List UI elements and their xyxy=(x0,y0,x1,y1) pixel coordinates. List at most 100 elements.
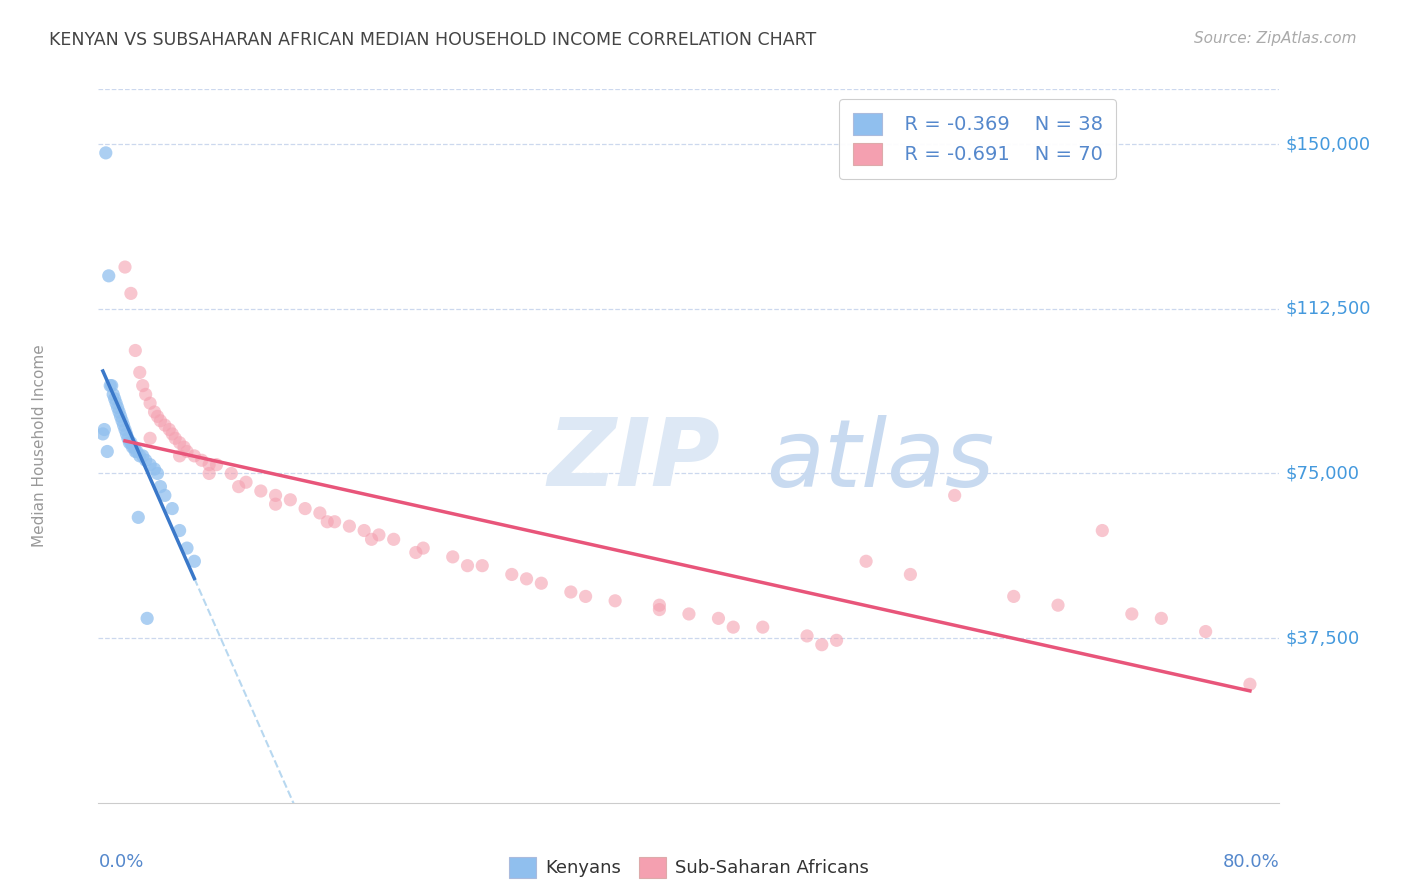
Point xyxy=(382,533,405,547)
Point xyxy=(91,426,114,441)
Point xyxy=(294,501,316,516)
Point xyxy=(574,590,596,604)
Point xyxy=(250,483,273,498)
Point xyxy=(219,467,242,481)
Text: 80.0%: 80.0% xyxy=(1223,853,1279,871)
Point xyxy=(103,387,125,401)
Point xyxy=(309,506,332,520)
Point xyxy=(530,576,553,591)
Point xyxy=(125,444,148,458)
Point xyxy=(183,449,205,463)
Point xyxy=(100,378,122,392)
Point xyxy=(139,431,162,445)
Legend: Kenyans, Sub-Saharan Africans: Kenyans, Sub-Saharan Africans xyxy=(501,847,877,887)
Point xyxy=(149,414,172,428)
Point xyxy=(1002,590,1025,604)
Point xyxy=(183,554,205,568)
Point xyxy=(825,633,848,648)
Point xyxy=(124,343,146,358)
Point xyxy=(135,387,157,401)
Text: Median Household Income: Median Household Income xyxy=(32,344,46,548)
Point xyxy=(648,598,671,612)
Point xyxy=(120,286,142,301)
Point xyxy=(93,423,115,437)
Point xyxy=(165,431,187,445)
Point xyxy=(108,405,131,419)
Point xyxy=(114,260,136,274)
Point xyxy=(176,444,198,458)
Point xyxy=(139,458,162,472)
Point xyxy=(139,396,162,410)
Point xyxy=(149,480,172,494)
Point xyxy=(153,488,176,502)
Point xyxy=(441,549,464,564)
Point xyxy=(162,426,183,441)
Point xyxy=(323,515,346,529)
Point xyxy=(173,440,195,454)
Point xyxy=(796,629,818,643)
Point xyxy=(146,467,169,481)
Point xyxy=(114,423,136,437)
Point xyxy=(360,533,382,547)
Point xyxy=(117,431,139,445)
Point xyxy=(132,449,155,463)
Point xyxy=(721,620,744,634)
Point xyxy=(353,524,375,538)
Point xyxy=(678,607,700,621)
Point xyxy=(104,392,127,406)
Point xyxy=(128,449,150,463)
Point xyxy=(515,572,537,586)
Point xyxy=(191,453,214,467)
Text: $150,000: $150,000 xyxy=(1285,135,1371,153)
Point xyxy=(96,444,118,458)
Point xyxy=(471,558,494,573)
Point xyxy=(98,378,121,392)
Point xyxy=(198,467,221,481)
Point xyxy=(122,440,145,454)
Point xyxy=(162,501,183,516)
Point xyxy=(169,435,191,450)
Point xyxy=(337,519,360,533)
Point xyxy=(456,558,478,573)
Point xyxy=(127,510,149,524)
Point xyxy=(751,620,773,634)
Point xyxy=(107,401,129,415)
Point xyxy=(157,423,180,437)
Point xyxy=(198,458,221,472)
Point xyxy=(648,602,671,616)
Point xyxy=(169,524,191,538)
Point xyxy=(1239,677,1261,691)
Point xyxy=(943,488,966,502)
Point xyxy=(97,268,120,283)
Point xyxy=(146,409,169,424)
Point xyxy=(1150,611,1173,625)
Point xyxy=(264,488,287,502)
Text: ZIP: ZIP xyxy=(547,414,720,507)
Point xyxy=(900,567,922,582)
Point xyxy=(135,453,157,467)
Text: 0.0%: 0.0% xyxy=(98,853,143,871)
Point xyxy=(94,145,117,160)
Text: Source: ZipAtlas.com: Source: ZipAtlas.com xyxy=(1194,31,1357,46)
Point xyxy=(115,426,138,441)
Point xyxy=(1046,598,1069,612)
Point xyxy=(169,449,191,463)
Point xyxy=(111,414,134,428)
Point xyxy=(205,458,228,472)
Point xyxy=(136,611,159,625)
Point xyxy=(235,475,257,490)
Point xyxy=(405,545,427,559)
Point xyxy=(132,378,155,392)
Point xyxy=(1195,624,1218,639)
Text: $75,000: $75,000 xyxy=(1285,465,1360,483)
Text: KENYAN VS SUBSAHARAN AFRICAN MEDIAN HOUSEHOLD INCOME CORRELATION CHART: KENYAN VS SUBSAHARAN AFRICAN MEDIAN HOUS… xyxy=(49,31,817,49)
Point xyxy=(707,611,730,625)
Point xyxy=(264,497,287,511)
Point xyxy=(118,435,141,450)
Point xyxy=(176,541,198,555)
Point xyxy=(153,418,176,433)
Text: $112,500: $112,500 xyxy=(1285,300,1371,318)
Point xyxy=(412,541,434,555)
Point xyxy=(105,396,128,410)
Point xyxy=(810,638,832,652)
